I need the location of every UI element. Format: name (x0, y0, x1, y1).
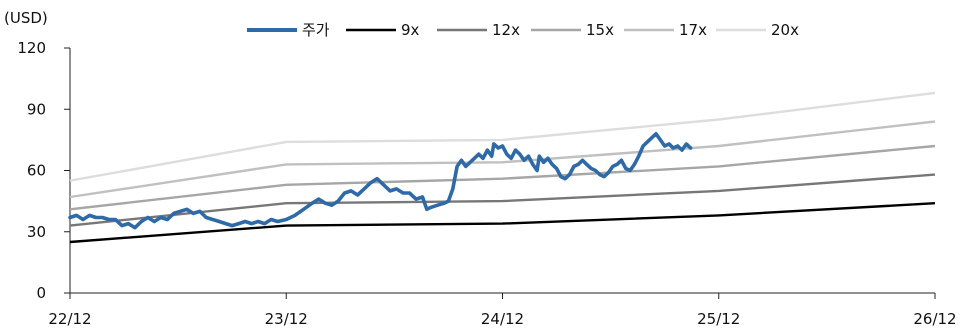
y-tick-label: 60 (27, 162, 46, 180)
price-line (68, 132, 693, 230)
legend-item: 20x (716, 21, 799, 39)
band-lines (69, 91, 936, 244)
band-line-12x (69, 173, 936, 227)
band-line-17x (69, 120, 936, 199)
x-tick-label: 24/12 (481, 310, 524, 328)
legend-label: 20x (771, 21, 799, 39)
legend-label: 15x (586, 21, 614, 39)
legend-label: 17x (679, 21, 707, 39)
band-line-9x (69, 202, 936, 244)
y-unit-label: (USD) (4, 9, 48, 27)
legend-label: 12x (492, 21, 520, 39)
legend-item: 12x (437, 21, 520, 39)
legend-label: 주가 (302, 21, 330, 39)
legend-item: 17x (624, 21, 707, 39)
legend-label: 9x (401, 21, 420, 39)
legend-item: 주가 (247, 21, 330, 39)
y-tick-label: 30 (27, 223, 46, 241)
x-axis: 22/12 23/12 24/12 25/12 26/12 (48, 292, 957, 328)
x-tick-label: 25/12 (697, 310, 740, 328)
y-tick-label: 120 (17, 39, 46, 57)
y-axis: 0 30 60 90 120 (17, 39, 71, 302)
y-tick-label: 0 (36, 284, 46, 302)
band-line-15x (69, 144, 936, 211)
band-line-20x (69, 91, 936, 182)
legend-item: 15x (531, 21, 614, 39)
x-tick-label: 26/12 (913, 310, 956, 328)
x-tick-label: 22/12 (48, 310, 91, 328)
price-line-group (68, 132, 693, 230)
legend: 주가 9x 12x 15x 17x 20x (247, 21, 799, 39)
legend-item: 9x (346, 21, 420, 39)
x-tick-label: 23/12 (265, 310, 308, 328)
y-tick-label: 90 (27, 100, 46, 118)
